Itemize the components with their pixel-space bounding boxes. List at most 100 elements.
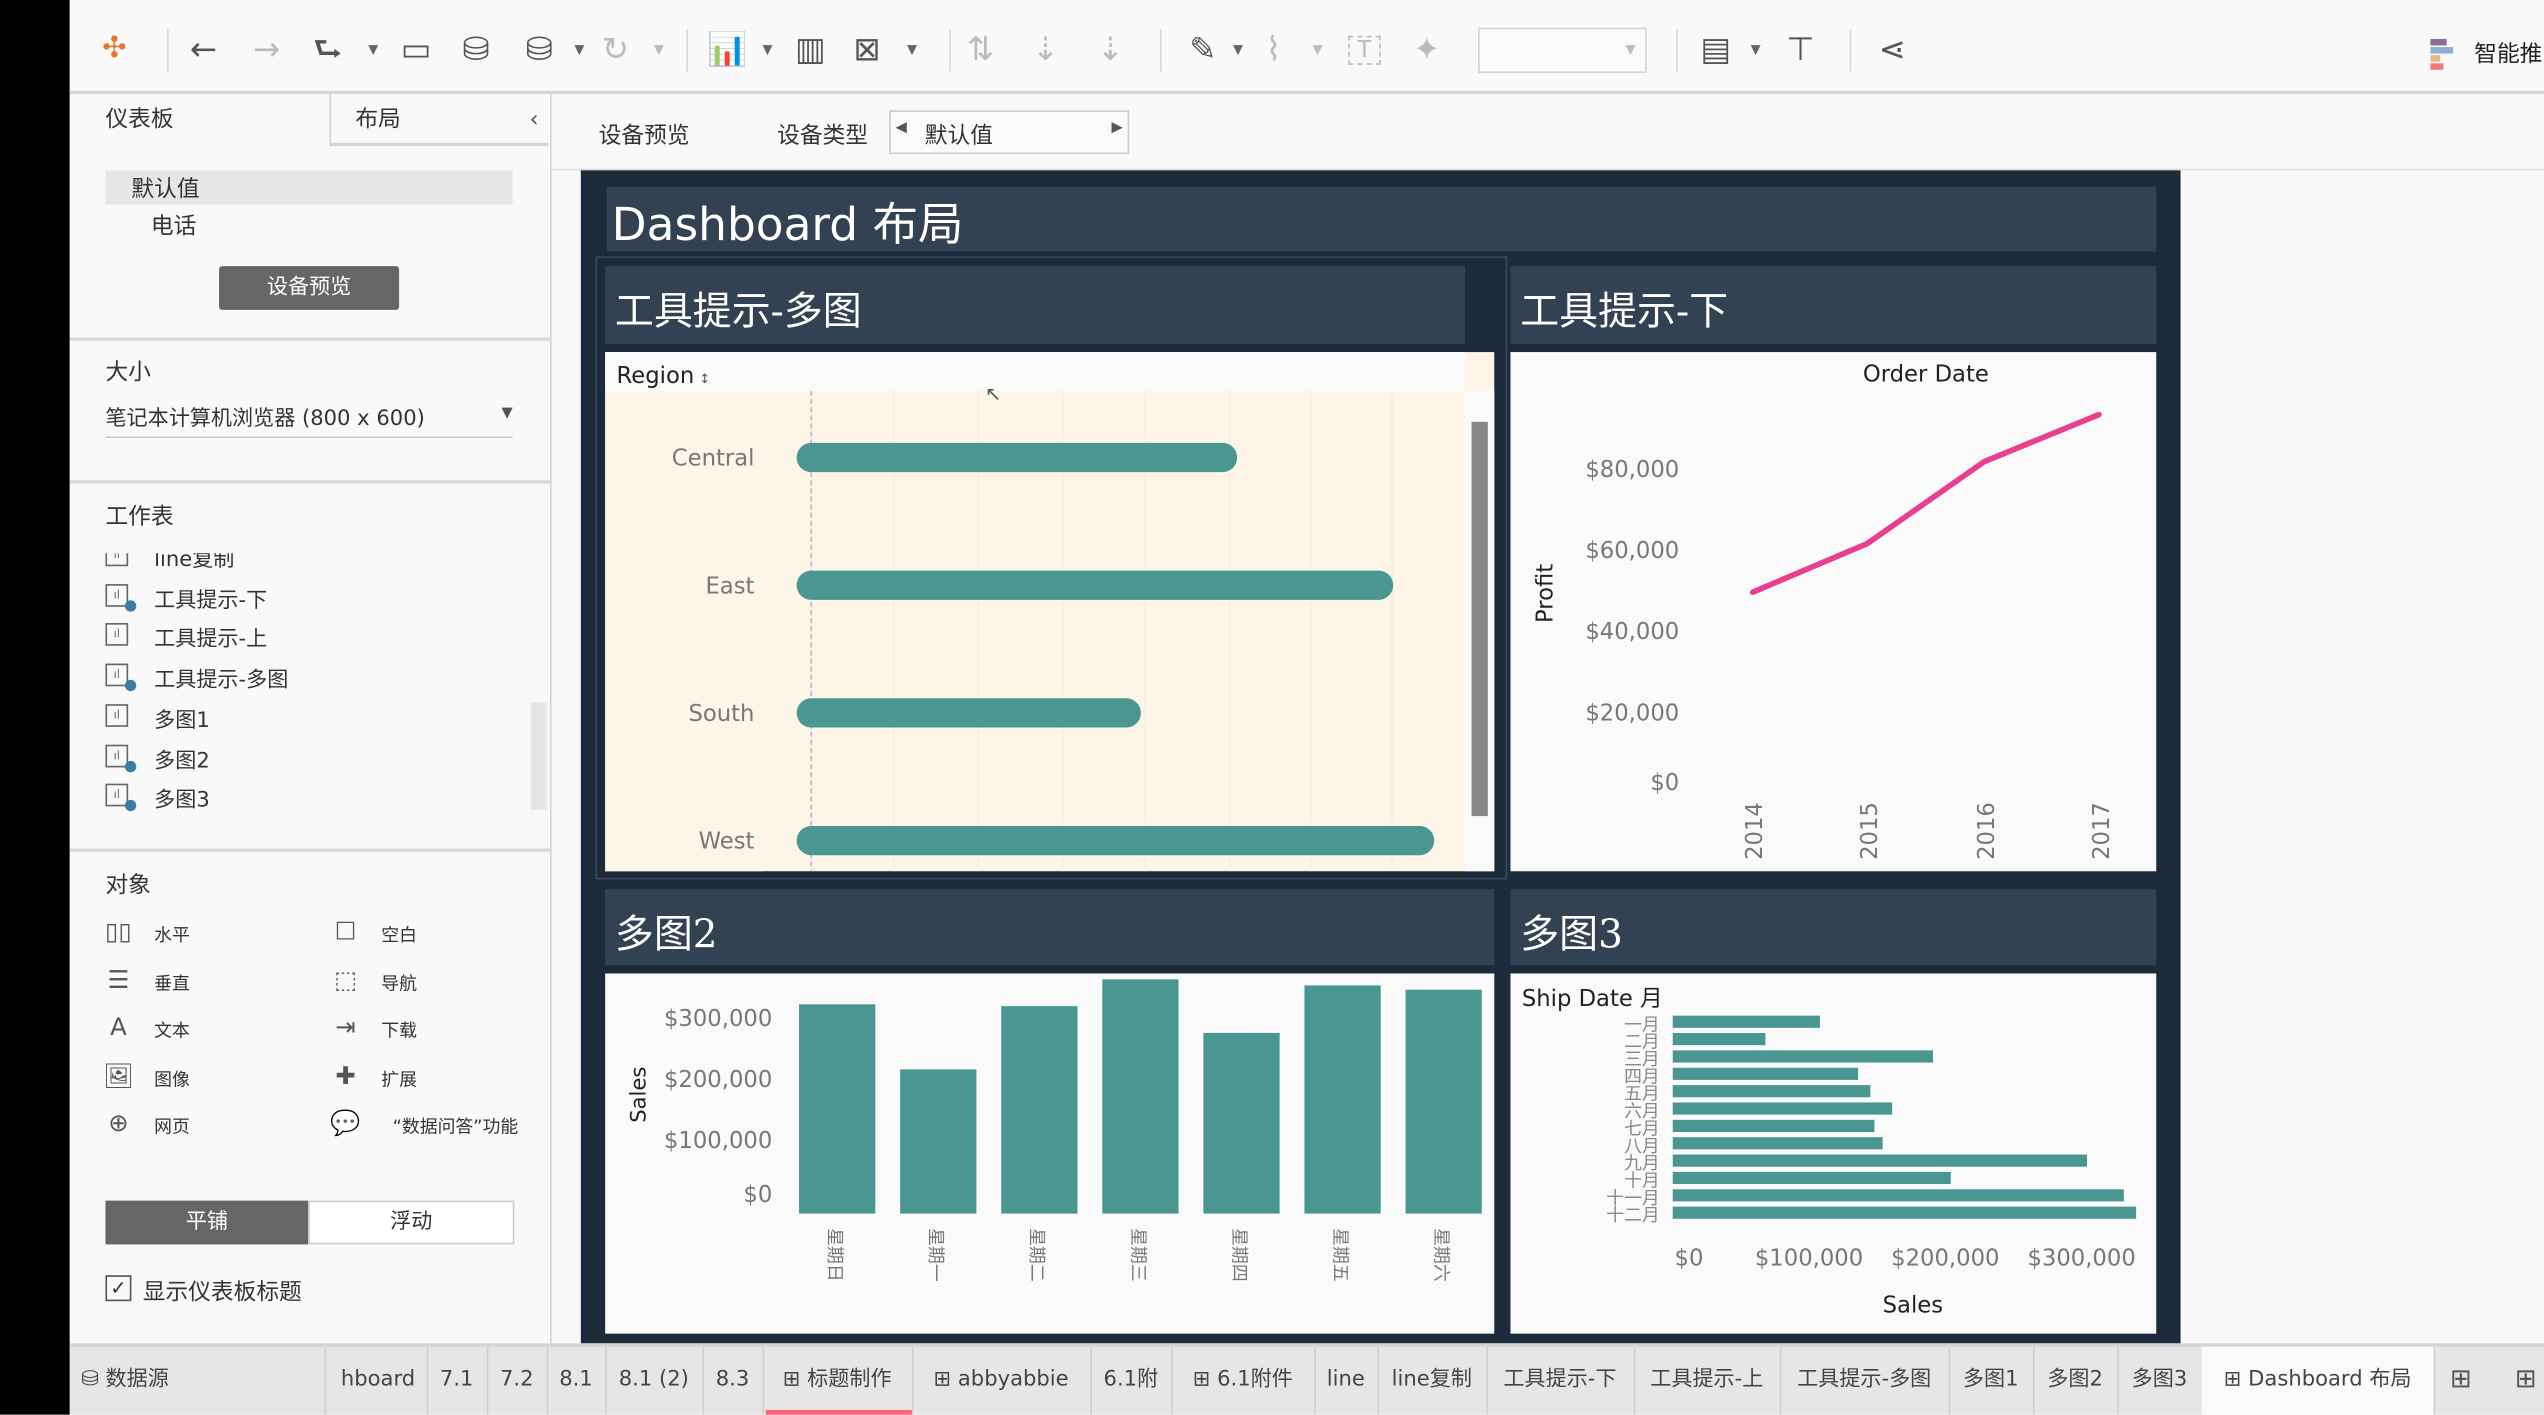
- object-item[interactable]: ⇥ 下载: [333, 1013, 544, 1045]
- annotate-dropdown-icon[interactable]: ▼: [1312, 42, 1323, 57]
- new-worksheet-icon[interactable]: 📊: [707, 29, 748, 69]
- new-story-tab-icon[interactable]: ⊞: [2514, 1362, 2537, 1394]
- sheet-tab[interactable]: ⊞ 标题制作: [763, 1346, 914, 1415]
- device-item-phone[interactable]: 电话: [150, 214, 197, 241]
- profit-line[interactable]: [1751, 411, 2101, 596]
- bar[interactable]: [1672, 1189, 2124, 1202]
- sort-ascending-icon[interactable]: ⇣: [1031, 29, 1060, 69]
- sheet-list-item[interactable]: ıl 多图2: [105, 741, 511, 777]
- bar[interactable]: [1203, 1032, 1280, 1214]
- presentation-icon[interactable]: ⊤: [1786, 29, 1815, 69]
- bar[interactable]: [1672, 1067, 1859, 1080]
- sheet-list-item[interactable]: ıl 工具提示-上: [105, 620, 511, 656]
- bar[interactable]: [796, 698, 1141, 728]
- sheet-tab[interactable]: ⊞ abbyabbie: [912, 1346, 1092, 1415]
- collapse-icon[interactable]: ‹: [529, 107, 539, 134]
- refresh-dropdown-icon[interactable]: ▼: [653, 42, 664, 57]
- object-item[interactable]: ▯▯ 水平: [105, 917, 316, 949]
- device-item-default[interactable]: 默认值: [105, 170, 513, 205]
- sheet-list-item[interactable]: ıl 多图1: [105, 701, 511, 737]
- sheet-list-item[interactable]: ıl 多图3: [105, 781, 511, 813]
- object-item[interactable]: ☰ 垂直: [105, 965, 316, 997]
- highlight-dropdown-icon[interactable]: ▼: [1233, 42, 1244, 57]
- new-dashboard-tab-icon[interactable]: ⊞: [2449, 1362, 2472, 1394]
- sheet-tab[interactable]: 8.1: [547, 1346, 607, 1415]
- size-dropdown[interactable]: 笔记本计算机浏览器 (800 x 600) ▼: [105, 401, 513, 439]
- bar[interactable]: [1672, 1015, 1820, 1028]
- line-point[interactable]: [2097, 411, 2102, 417]
- pin-icon[interactable]: ✦: [1413, 29, 1441, 69]
- object-item[interactable]: 💬 “数据问答”功能: [330, 1109, 544, 1141]
- bar[interactable]: [1672, 1085, 1871, 1098]
- show-title-checkbox[interactable]: ✓: [105, 1275, 132, 1302]
- device-type-select[interactable]: ◀ 默认值 ▶: [889, 110, 1130, 155]
- bar[interactable]: [796, 570, 1394, 600]
- show-cards-dropdown-icon[interactable]: ▼: [1750, 42, 1761, 57]
- bar[interactable]: [1672, 1102, 1893, 1115]
- sheet-tab[interactable]: hboard: [329, 1346, 429, 1415]
- selected-zone-outline[interactable]: [595, 256, 1508, 880]
- sheet-tab[interactable]: 工具提示-下: [1486, 1346, 1636, 1415]
- sheet-tab[interactable]: 8.3: [703, 1346, 765, 1415]
- clear-sheet-icon[interactable]: ⊠: [853, 29, 881, 69]
- line-point[interactable]: [1865, 541, 1870, 546]
- object-item[interactable]: A 文本: [105, 1013, 316, 1045]
- sheet-list-item[interactable]: ıl 工具提示-下: [105, 580, 511, 616]
- sheet-tab[interactable]: 8.1 (2): [605, 1346, 705, 1415]
- sheet-tab[interactable]: 工具提示-上: [1634, 1346, 1782, 1415]
- sheet-tab[interactable]: 7.1: [427, 1346, 489, 1415]
- bar[interactable]: [1672, 1033, 1766, 1046]
- next-icon[interactable]: ▶: [1111, 120, 1123, 137]
- bar[interactable]: [1102, 979, 1179, 1214]
- show-cards-icon[interactable]: ▤: [1700, 29, 1732, 69]
- object-item[interactable]: ⬚ 导航: [333, 965, 544, 997]
- fit-dropdown[interactable]: ▼: [1478, 27, 1647, 74]
- bar[interactable]: [799, 1004, 876, 1214]
- bar[interactable]: [900, 1069, 977, 1214]
- sort-descending-icon[interactable]: ⇣: [1096, 29, 1124, 69]
- annotate-icon[interactable]: ⌇: [1265, 29, 1282, 69]
- bar[interactable]: [1672, 1154, 2088, 1167]
- bar[interactable]: [1304, 985, 1381, 1214]
- swap-icon[interactable]: ⇅: [966, 29, 995, 69]
- save-icon[interactable]: ▭: [400, 29, 432, 69]
- sheet-tab[interactable]: 多图2: [2033, 1346, 2119, 1415]
- tab-layout[interactable]: 布局 ‹: [329, 94, 549, 147]
- line-point[interactable]: [1749, 589, 1755, 595]
- object-item[interactable]: ☐ 空白: [333, 917, 544, 949]
- bar[interactable]: [1672, 1119, 1875, 1132]
- sheet-tab[interactable]: 工具提示-多图: [1780, 1346, 1951, 1415]
- bar[interactable]: [796, 825, 1435, 856]
- bar[interactable]: [1672, 1050, 1934, 1063]
- share-icon[interactable]: ⋖: [1878, 29, 1906, 69]
- bar[interactable]: [1001, 1006, 1078, 1214]
- bar[interactable]: [796, 442, 1238, 473]
- sheet-list-item[interactable]: ıl line复制: [105, 553, 511, 576]
- new-worksheet-dropdown-icon[interactable]: ▼: [762, 42, 773, 57]
- clear-dropdown-icon[interactable]: ▼: [906, 42, 917, 57]
- bar[interactable]: [1405, 989, 1482, 1214]
- bar[interactable]: [1672, 1137, 1883, 1150]
- sheet-tab[interactable]: 多图1: [1949, 1346, 2035, 1415]
- object-item[interactable]: ⊕ 网页: [105, 1109, 316, 1141]
- tab-dashboard[interactable]: 仪表板: [105, 107, 174, 134]
- vertical-scrollbar[interactable]: [1471, 421, 1488, 817]
- new-dashboard-icon[interactable]: ▥: [795, 29, 826, 69]
- prev-icon[interactable]: ◀: [895, 120, 907, 137]
- sheet-tab[interactable]: 6.1附: [1090, 1346, 1174, 1415]
- sheet-tab[interactable]: 7.2: [487, 1346, 549, 1415]
- sheet-list-item[interactable]: ıl 工具提示-多图: [105, 660, 511, 696]
- floating-button[interactable]: 浮动: [308, 1200, 515, 1245]
- redo-dropdown-icon[interactable]: ▼: [368, 42, 379, 57]
- back-icon[interactable]: ←: [189, 29, 218, 69]
- forward-icon[interactable]: →: [253, 29, 281, 69]
- sheets-scrollbar[interactable]: [530, 702, 547, 810]
- bar[interactable]: [1672, 1206, 2137, 1219]
- line-point[interactable]: [1981, 459, 1987, 465]
- show-me-button[interactable]: 智能推: [2430, 36, 2544, 70]
- sheet-tab[interactable]: 多图3: [2117, 1346, 2204, 1415]
- sheet-tab[interactable]: line: [1314, 1346, 1380, 1415]
- sheet-tab[interactable]: line复制: [1377, 1346, 1488, 1415]
- tableau-logo-icon[interactable]: ✣: [102, 30, 127, 65]
- bar[interactable]: [1672, 1171, 1951, 1185]
